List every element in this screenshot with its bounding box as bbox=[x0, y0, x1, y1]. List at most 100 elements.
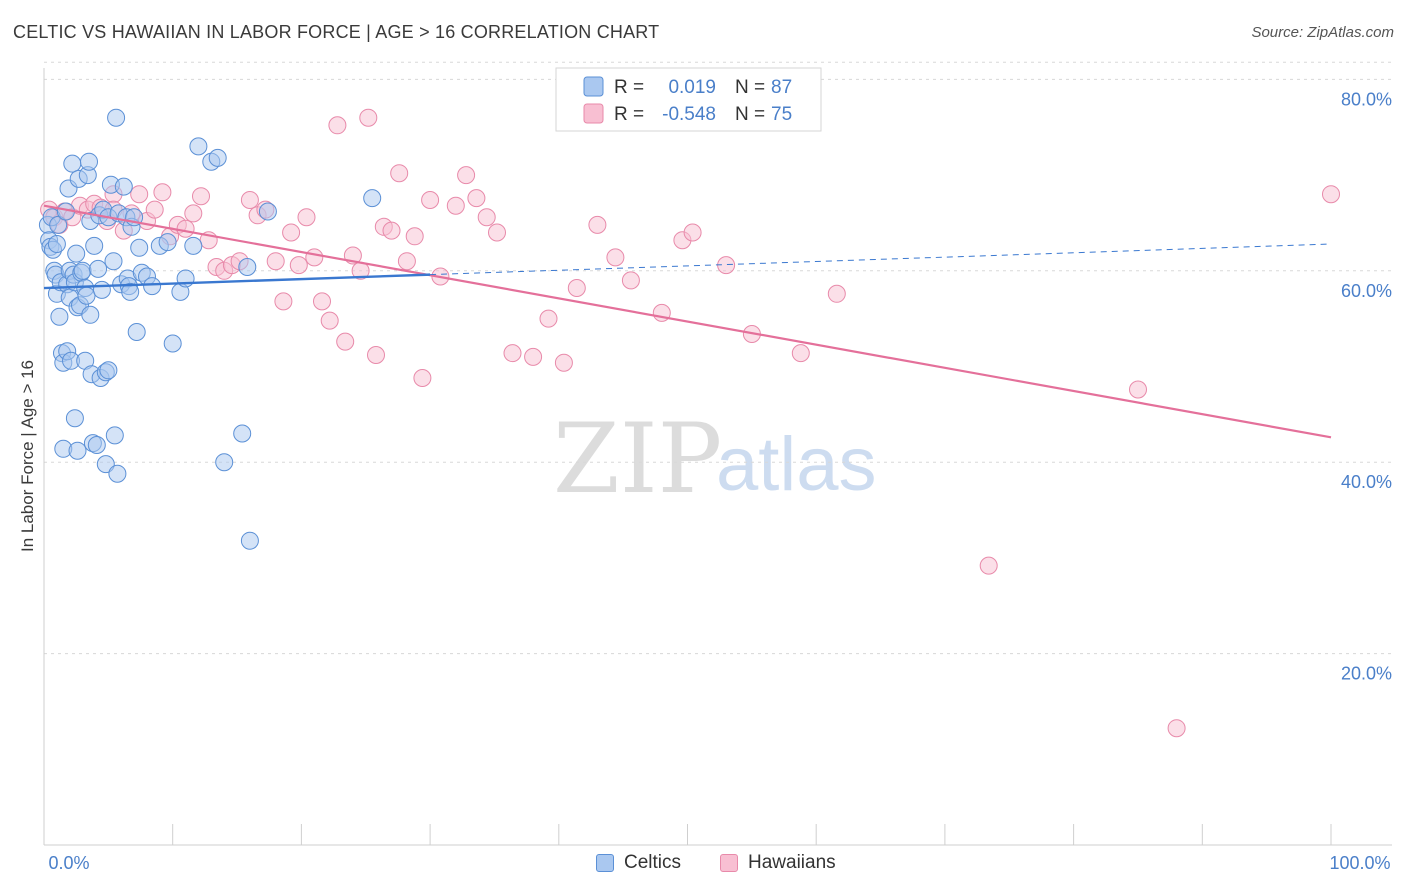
celtics-point-47 bbox=[92, 280, 111, 299]
celtics-point-42 bbox=[85, 236, 104, 255]
hawaiians-point-72 bbox=[827, 284, 846, 303]
hawaiians-point-68 bbox=[683, 223, 702, 242]
hawaiians-point-16 bbox=[145, 200, 164, 219]
celtics-point-78 bbox=[189, 137, 208, 156]
legend-item-celtics[interactable]: Celtics bbox=[596, 852, 681, 874]
celtics-point-56 bbox=[107, 108, 126, 127]
y-tick-label-60: 60.0% bbox=[1341, 281, 1392, 301]
hawaiians-point-63 bbox=[588, 215, 607, 234]
hawaiians-point-56 bbox=[477, 208, 496, 227]
legend-celtics-r-label: R = bbox=[614, 77, 644, 98]
correlation-legend: R = 0.019 N = 87 R = -0.548 N = 75 bbox=[555, 67, 822, 132]
celtics-point-86 bbox=[363, 189, 382, 208]
hawaiians-point-73 bbox=[979, 556, 998, 575]
celtics-point-52 bbox=[99, 361, 118, 380]
hawaiians-point-40 bbox=[336, 332, 355, 351]
chart-title: CELTIC VS HAWAIIAN IN LABOR FORCE | AGE … bbox=[13, 22, 660, 42]
celtics-point-38 bbox=[81, 305, 100, 324]
legend-hawaiians-r-label: R = bbox=[614, 104, 644, 125]
hawaiians-point-55 bbox=[467, 189, 486, 208]
celtics-swatch bbox=[596, 854, 614, 872]
celtics-point-85 bbox=[258, 202, 277, 221]
celtics-point-28 bbox=[68, 441, 87, 460]
celtics-point-7 bbox=[47, 235, 66, 253]
hawaiians-point-48 bbox=[397, 252, 416, 271]
hawaiians-point-65 bbox=[621, 271, 640, 290]
celtics-point-64 bbox=[121, 282, 140, 301]
celtics-point-68 bbox=[130, 238, 149, 257]
series-legend: Celtics Hawaiians bbox=[0, 852, 1406, 878]
y-axis-label: In Labor Force | Age > 16 bbox=[18, 360, 37, 552]
celtics-point-32 bbox=[73, 261, 92, 280]
hawaiians-point-22 bbox=[192, 187, 210, 206]
legend-celtics-n-value: 87 bbox=[771, 77, 792, 98]
hawaiians-point-53 bbox=[446, 196, 465, 215]
y-tick-label-40: 40.0% bbox=[1341, 472, 1392, 492]
hawaiians-point-61 bbox=[554, 353, 573, 372]
celtics-trend-line bbox=[43, 273, 431, 290]
hawaiians-point-50 bbox=[413, 369, 432, 387]
celtics-point-67 bbox=[127, 323, 146, 341]
watermark-atlas: atlas bbox=[716, 422, 877, 507]
celtics-point-26 bbox=[67, 244, 86, 263]
watermark: ZIP atlas bbox=[553, 403, 877, 515]
celtics-trend-extension bbox=[430, 243, 1332, 276]
gridlines bbox=[44, 61, 1392, 655]
hawaiians-point-75 bbox=[1167, 719, 1186, 738]
hawaiians-point-31 bbox=[266, 252, 285, 271]
hawaiians-point-21 bbox=[184, 204, 203, 223]
hawaiians-point-28 bbox=[240, 191, 259, 209]
celtics-point-9 bbox=[49, 215, 68, 234]
hawaiians-point-64 bbox=[606, 248, 625, 267]
celtics-point-49 bbox=[96, 455, 115, 474]
watermark-zip: ZIP bbox=[553, 403, 722, 515]
hawaiians-point-74 bbox=[1129, 380, 1147, 399]
legend-hawaiians-n-label: N = bbox=[735, 104, 765, 125]
hawaiians-point-47 bbox=[390, 164, 409, 183]
hawaiians-legend-label: Hawaiians bbox=[748, 852, 836, 873]
celtics-point-22 bbox=[63, 154, 82, 173]
hawaiians-point-34 bbox=[289, 256, 308, 275]
celtics-point-54 bbox=[104, 252, 123, 271]
x-tick-label-min: 0.0% bbox=[48, 853, 89, 873]
hawaiians-point-38 bbox=[320, 311, 339, 330]
hawaiians-point-58 bbox=[503, 344, 522, 363]
trend-lines bbox=[43, 204, 1332, 439]
celtics-point-71 bbox=[143, 277, 162, 296]
celtics-point-83 bbox=[238, 258, 257, 276]
hawaiians-trend-line bbox=[43, 204, 1332, 439]
legend-celtics-r-value: 0.019 bbox=[668, 77, 716, 98]
y-tick-label-20: 20.0% bbox=[1341, 664, 1392, 684]
celtics-point-57 bbox=[108, 464, 127, 483]
hawaiians-point-71 bbox=[791, 344, 810, 363]
celtics-legend-label: Celtics bbox=[624, 852, 682, 873]
celtics-point-74 bbox=[163, 334, 182, 353]
hawaiians-point-36 bbox=[305, 248, 324, 267]
y-tick-label-80: 80.0% bbox=[1341, 89, 1392, 109]
celtics-point-55 bbox=[105, 426, 124, 445]
celtics-point-73 bbox=[158, 233, 177, 252]
hawaiians-point-49 bbox=[405, 227, 424, 246]
legend-hawaiians-r-value: -0.548 bbox=[662, 104, 716, 125]
hawaiians-point-62 bbox=[567, 279, 586, 297]
hawaiians-point-39 bbox=[328, 116, 347, 135]
legend-item-hawaiians[interactable]: Hawaiians bbox=[720, 852, 836, 874]
source-credit: Source: ZipAtlas.com bbox=[1251, 24, 1394, 41]
celtics-point-80 bbox=[208, 148, 227, 167]
hawaiians-point-44 bbox=[367, 346, 385, 364]
hawaiians-point-33 bbox=[282, 223, 301, 242]
hawaiians-point-32 bbox=[274, 292, 293, 311]
legend-celtics-n-label: N = bbox=[735, 77, 765, 98]
celtics-point-44 bbox=[89, 259, 108, 278]
y-tick-labels: 20.0% 40.0% 60.0% 80.0% bbox=[1341, 89, 1392, 683]
x-tick-marks bbox=[43, 824, 1332, 845]
hawaiians-point-54 bbox=[457, 166, 476, 185]
celtics-point-43 bbox=[87, 436, 106, 454]
hawaiians-point-20 bbox=[176, 219, 195, 238]
hawaiians-point-46 bbox=[382, 221, 401, 240]
celtics-point-25 bbox=[65, 409, 84, 428]
hawaiians-point-51 bbox=[421, 191, 440, 209]
celtics-point-10 bbox=[50, 307, 69, 326]
celtics-point-82 bbox=[233, 424, 252, 443]
